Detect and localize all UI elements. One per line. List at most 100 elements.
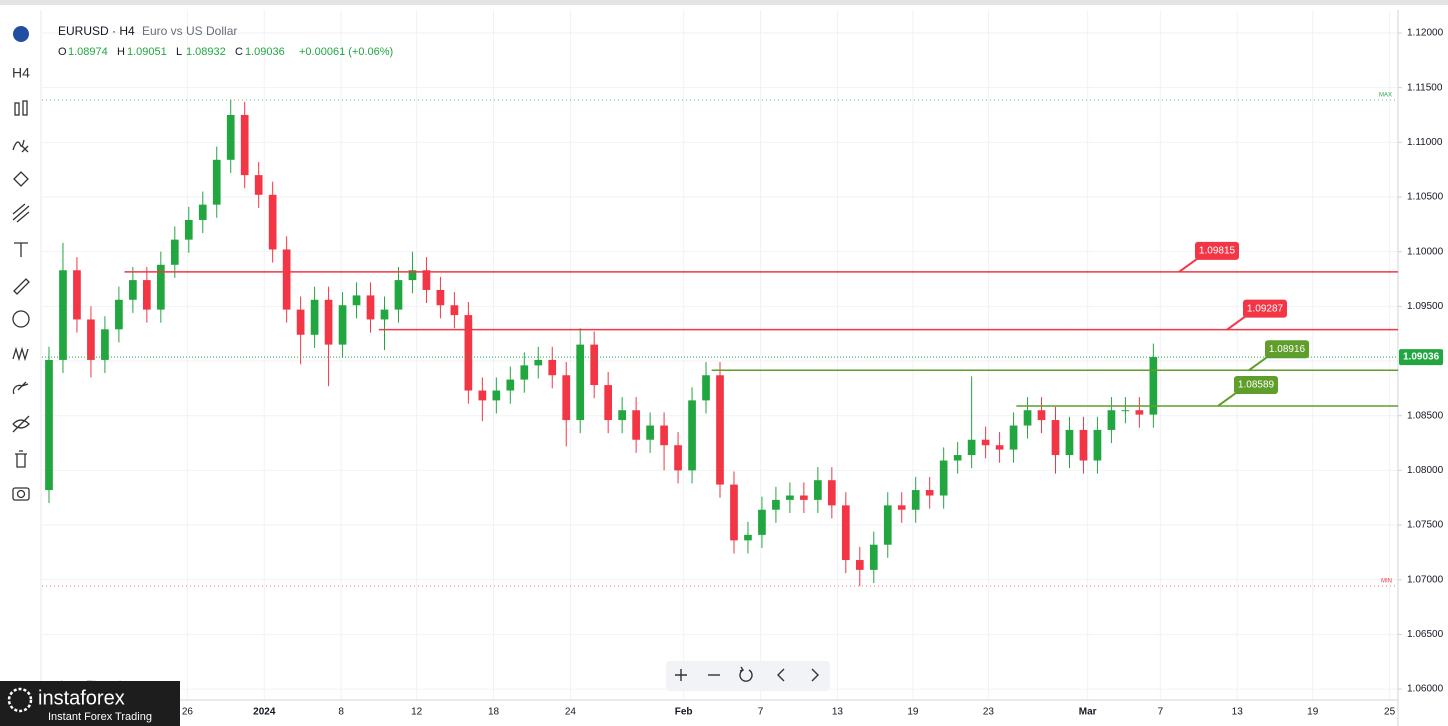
candle-body	[758, 509, 766, 535]
candle-body	[1051, 420, 1060, 456]
extreme-label: MIN	[1381, 579, 1392, 585]
hide-icon[interactable]	[12, 415, 30, 433]
candle-body	[184, 219, 193, 240]
x-tick-label: 13	[1232, 707, 1244, 718]
candle-body	[716, 375, 724, 485]
plot: MAX MIN	[42, 93, 1398, 587]
candle-body	[101, 329, 109, 360]
candle-body	[212, 159, 221, 205]
y-tick-label: 1.07000	[1407, 574, 1444, 585]
level-label-box	[1234, 375, 1278, 394]
candle-body	[296, 309, 305, 335]
candles-icon[interactable]	[14, 102, 20, 116]
candle-body	[254, 175, 263, 195]
scroll-left-button[interactable]	[777, 668, 785, 682]
candle-body	[855, 560, 864, 570]
candle-body	[800, 495, 808, 500]
toolbar: H4	[0, 10, 42, 726]
indicators-icon[interactable]	[12, 139, 29, 153]
candle-body	[492, 390, 501, 401]
candle-body	[1135, 410, 1144, 415]
candle-body	[534, 359, 543, 366]
level-label: 1.09815	[1199, 246, 1236, 257]
level-callout	[1178, 258, 1198, 273]
y-tick-label: 1.06000	[1407, 684, 1444, 695]
reset-button[interactable]	[739, 666, 753, 682]
candle-body	[352, 295, 361, 306]
legend-value: 1.09051	[127, 46, 167, 58]
candle-body	[506, 379, 515, 391]
candle-body	[156, 264, 165, 310]
y-tick-label: 1.10000	[1407, 246, 1444, 257]
candle-body	[590, 344, 599, 386]
candle-body	[632, 410, 640, 440]
x-tick-label: 12	[411, 707, 423, 718]
symbol-flag[interactable]	[13, 26, 29, 42]
y-tick-label: 1.12000	[1407, 28, 1444, 39]
top-strip	[0, 0, 1448, 5]
brush-icon[interactable]	[13, 278, 30, 295]
candle-body	[1079, 429, 1088, 461]
candle-body	[1009, 425, 1018, 450]
legend-value: 1.09036	[245, 46, 285, 58]
fib-tool-icon[interactable]	[12, 203, 30, 223]
candle-body	[674, 445, 682, 471]
y-tick-label: 1.11500	[1407, 82, 1443, 93]
candle-body	[548, 359, 557, 376]
x-tick-label: 19	[1307, 707, 1319, 718]
zoom-controls	[666, 661, 830, 691]
pattern-icon[interactable]	[12, 346, 29, 362]
y-tick-label: 1.06500	[1407, 629, 1444, 640]
candle-body	[45, 359, 53, 491]
interval-button[interactable]: H4	[12, 65, 30, 81]
logo-mark	[7, 687, 33, 713]
extreme-label: MAX	[1379, 93, 1392, 99]
candle-body	[338, 305, 347, 345]
symbol-description: Euro vs US Dollar	[142, 24, 237, 38]
legend-change: +0.00061 (+0.06%)	[299, 46, 393, 58]
x-tick-label: 8	[338, 707, 344, 718]
y-tick-label: 1.07500	[1407, 520, 1444, 531]
candle-body	[366, 295, 375, 320]
candle-body	[772, 499, 780, 510]
candle-body	[408, 270, 417, 281]
candle-body	[604, 385, 613, 421]
candle-body	[869, 544, 878, 570]
candle-body	[129, 280, 137, 300]
candle-body	[324, 299, 333, 345]
x-tick-label: Mar	[1079, 707, 1097, 718]
overlay: 1.09815 1.09287 1.08916 1.08589 1.09036	[42, 241, 1443, 407]
candle-body	[1107, 410, 1116, 430]
candle-body	[520, 365, 529, 380]
emoji-icon[interactable]	[12, 310, 30, 328]
logo-tagline: Instant Forex Trading	[48, 711, 152, 723]
x-tick-label: 2024	[253, 707, 276, 718]
legend-key: O	[58, 46, 67, 58]
y-tick-label: 1.11000	[1407, 137, 1443, 148]
x-tick-label: 24	[565, 707, 577, 718]
scroll-right-button[interactable]	[811, 668, 819, 682]
x-tick-label: 19	[907, 707, 919, 718]
zoom-in-button[interactable]	[675, 669, 687, 681]
trash-icon[interactable]	[15, 450, 27, 468]
candle-body	[59, 270, 67, 360]
candle-body	[702, 375, 710, 401]
candle-body	[1121, 410, 1130, 412]
candle-body	[925, 490, 934, 496]
candle-body	[967, 439, 976, 456]
candle-body	[939, 460, 948, 496]
candle-body	[786, 495, 794, 500]
level-label-box	[1195, 241, 1239, 260]
trend-tool-icon[interactable]	[13, 171, 29, 187]
screenshot-lens	[16, 489, 26, 499]
candles-icon-2[interactable]	[22, 100, 28, 116]
y-tick-label: 1.10500	[1407, 192, 1444, 203]
text-tool-icon[interactable]	[14, 242, 28, 257]
screenshot-icon[interactable]	[12, 487, 30, 501]
magnet-icon[interactable]	[12, 381, 29, 395]
x-tick-label: 7	[758, 707, 764, 718]
candle-body	[827, 480, 836, 506]
x-tick-label: Feb	[675, 707, 693, 718]
y-tick-label: 1.08000	[1407, 465, 1444, 476]
axes: 1.06000 1.06500 1.07000 1.07500 1.08000 1.085…	[182, 28, 1444, 718]
